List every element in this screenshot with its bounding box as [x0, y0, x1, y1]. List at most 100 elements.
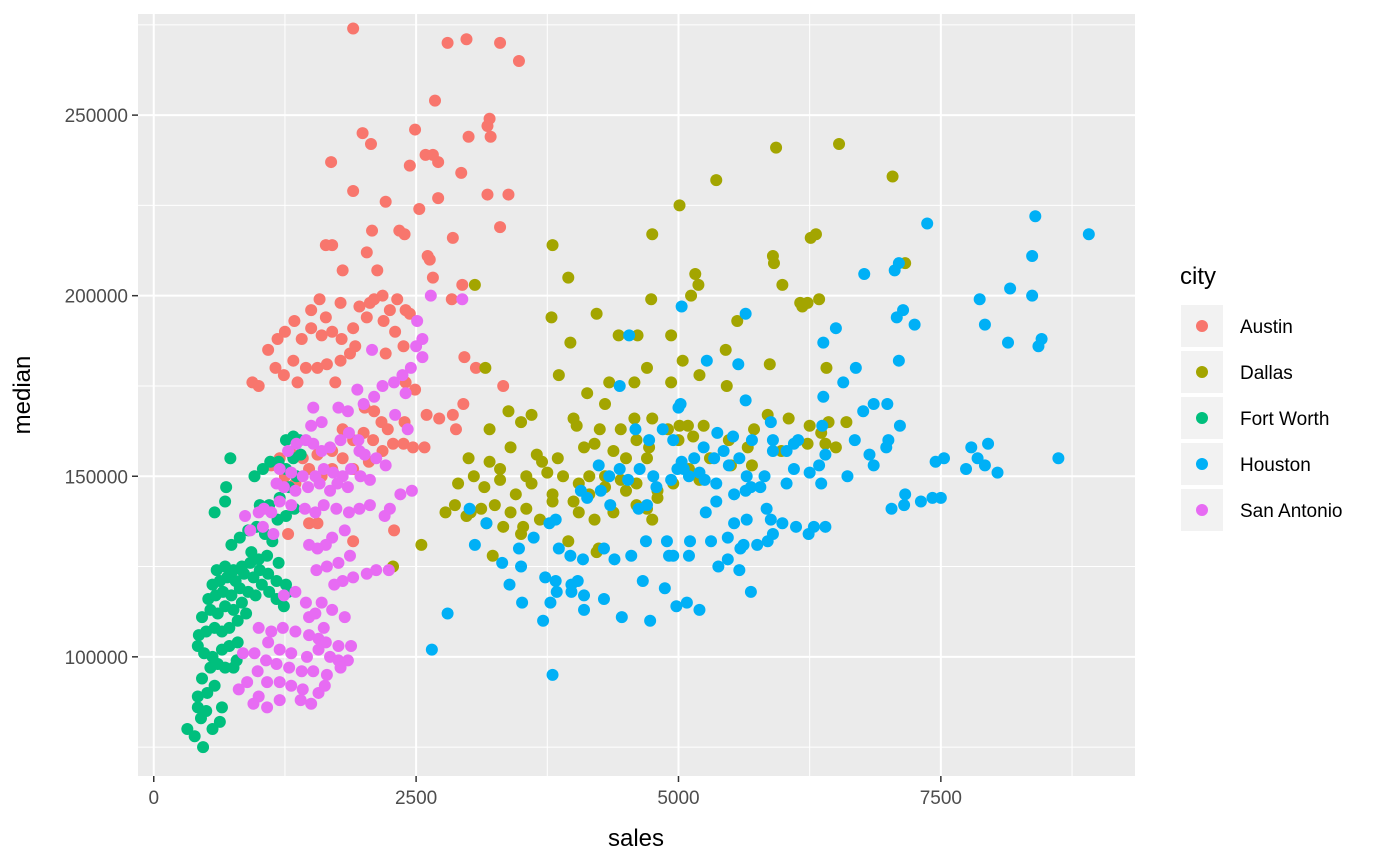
- point-fort-worth: [277, 600, 290, 613]
- point-san-antonio: [260, 654, 273, 667]
- point-houston: [667, 549, 680, 562]
- point-houston: [802, 528, 815, 541]
- point-austin: [441, 36, 454, 49]
- point-dallas: [467, 470, 480, 483]
- point-fort-worth: [229, 574, 242, 587]
- point-austin: [334, 354, 347, 367]
- point-austin: [347, 322, 360, 335]
- point-dallas: [557, 470, 570, 483]
- point-houston: [636, 574, 649, 587]
- point-san-antonio: [241, 676, 254, 689]
- point-san-antonio: [363, 473, 376, 486]
- point-houston: [745, 434, 758, 447]
- point-dallas: [820, 361, 833, 374]
- point-houston: [1026, 249, 1039, 262]
- point-austin: [388, 524, 401, 537]
- point-houston: [527, 531, 540, 544]
- point-dallas: [533, 513, 546, 526]
- point-fort-worth: [196, 611, 209, 624]
- point-fort-worth: [248, 470, 261, 483]
- point-austin: [445, 293, 458, 306]
- point-austin: [379, 195, 392, 208]
- point-dallas: [583, 470, 596, 483]
- point-houston: [688, 452, 701, 465]
- x-tick-label: 7500: [920, 788, 962, 809]
- point-san-antonio: [290, 437, 303, 450]
- point-fort-worth: [231, 636, 244, 649]
- point-austin: [336, 264, 349, 277]
- point-san-antonio: [334, 434, 347, 447]
- point-austin: [271, 333, 284, 346]
- point-houston: [546, 668, 559, 681]
- point-houston: [549, 574, 562, 587]
- point-houston: [914, 495, 927, 508]
- point-houston: [656, 423, 669, 436]
- point-houston: [740, 470, 753, 483]
- point-san-antonio: [332, 639, 345, 652]
- point-houston: [576, 553, 589, 566]
- point-dallas: [697, 419, 710, 432]
- data-points: [181, 22, 1095, 754]
- point-dallas: [578, 441, 591, 454]
- point-houston: [633, 463, 646, 476]
- point-austin: [277, 369, 290, 382]
- point-dallas: [676, 354, 689, 367]
- point-san-antonio: [315, 444, 328, 457]
- point-houston: [813, 459, 826, 472]
- point-fort-worth: [219, 661, 232, 674]
- point-houston: [671, 463, 684, 476]
- point-austin: [469, 361, 482, 374]
- point-austin: [446, 231, 459, 244]
- legend-items: Austin Dallas Fort Worth Houston San Antonio: [1181, 305, 1342, 531]
- point-houston: [712, 560, 725, 573]
- point-austin: [291, 376, 304, 389]
- point-san-antonio: [401, 423, 414, 436]
- point-austin: [335, 333, 348, 346]
- point-dallas: [479, 361, 492, 374]
- legend-label-houston: Houston: [1240, 455, 1311, 476]
- point-houston: [816, 419, 829, 432]
- point-houston: [971, 452, 984, 465]
- point-dallas: [819, 437, 832, 450]
- point-houston: [1052, 452, 1065, 465]
- point-dallas: [567, 495, 580, 508]
- point-dallas: [767, 257, 780, 270]
- point-fort-worth: [197, 741, 210, 754]
- point-houston: [764, 416, 777, 429]
- point-houston: [978, 459, 991, 472]
- point-san-antonio: [358, 448, 371, 461]
- point-fort-worth: [191, 690, 204, 703]
- point-houston: [603, 470, 616, 483]
- point-houston: [728, 488, 741, 501]
- point-houston: [908, 318, 921, 331]
- point-fort-worth: [272, 556, 285, 569]
- point-fort-worth: [263, 585, 276, 598]
- point-san-antonio: [342, 426, 355, 439]
- point-austin: [326, 325, 339, 338]
- point-san-antonio: [342, 506, 355, 519]
- point-houston: [708, 452, 721, 465]
- point-houston: [539, 571, 552, 584]
- point-austin: [462, 130, 475, 143]
- point-houston: [622, 473, 635, 486]
- point-austin: [347, 184, 360, 197]
- point-houston: [503, 578, 516, 591]
- point-austin: [303, 517, 316, 530]
- point-fort-worth: [196, 672, 209, 685]
- point-houston: [815, 477, 828, 490]
- point-austin: [262, 343, 275, 356]
- point-austin: [494, 221, 507, 234]
- point-san-antonio: [232, 683, 245, 696]
- x-axis-title: sales: [608, 825, 664, 852]
- point-houston: [496, 556, 509, 569]
- point-houston: [468, 538, 481, 551]
- point-houston: [890, 311, 903, 324]
- point-austin: [379, 347, 392, 360]
- x-tick-label: 5000: [657, 788, 699, 809]
- point-san-antonio: [341, 654, 354, 667]
- point-dallas: [833, 138, 846, 151]
- point-san-antonio: [347, 571, 360, 584]
- point-houston: [665, 473, 678, 486]
- point-houston: [639, 535, 652, 548]
- point-san-antonio: [273, 694, 286, 707]
